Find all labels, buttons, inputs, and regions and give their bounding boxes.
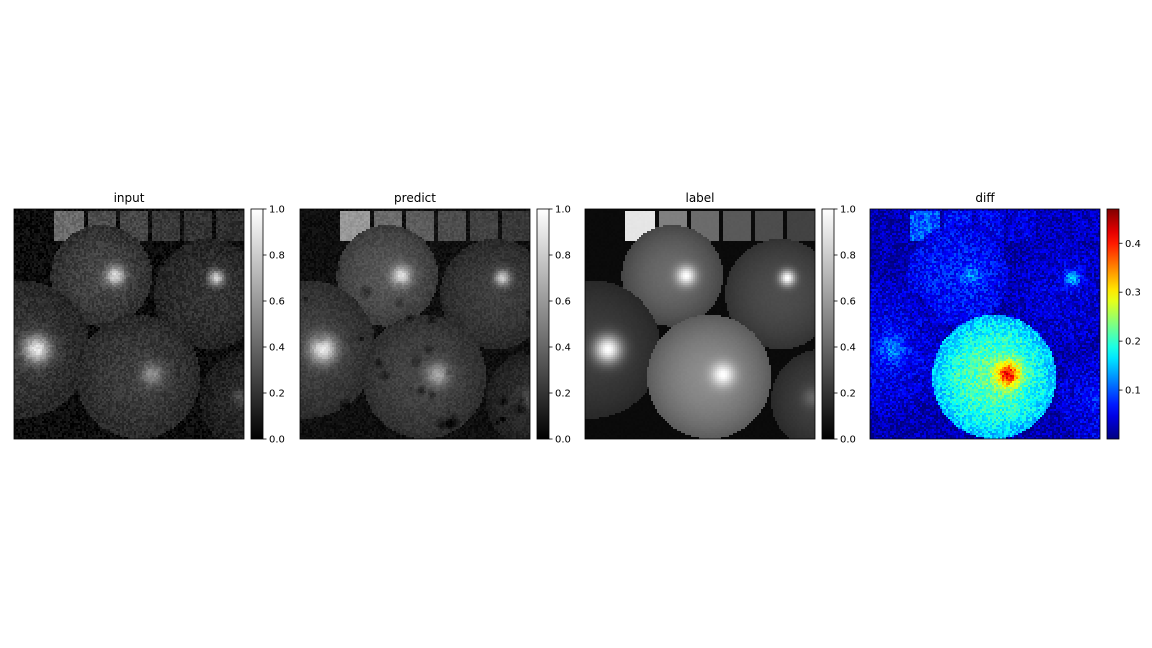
colorbar-tick-label: 0.6 [269, 297, 285, 308]
colorbar-tick-label: 0.4 [1125, 239, 1141, 250]
colorbar [536, 208, 550, 440]
heatmap-image [585, 209, 815, 439]
heatmap-image [870, 209, 1100, 439]
colorbar-tick-label: 0.0 [555, 435, 571, 446]
colorbar-tick-label: 0.6 [555, 297, 571, 308]
image-frame [299, 208, 531, 440]
panel-title: predict [394, 191, 436, 205]
colorbar-tick-label: 0.2 [555, 389, 571, 400]
colorbar-tick-label: 0.2 [1125, 337, 1141, 348]
colorbar [821, 208, 835, 440]
image-frame [584, 208, 816, 440]
panel-title: input [114, 191, 145, 205]
colorbar-tick-label: 0.0 [269, 435, 285, 446]
colorbar-tick-label: 0.0 [840, 435, 856, 446]
colorbar-tick-label: 0.8 [555, 251, 571, 262]
colorbar [250, 208, 264, 440]
colorbar [1106, 208, 1120, 440]
colorbar-tick-label: 0.2 [840, 389, 856, 400]
colorbar-tick-label: 0.1 [1125, 386, 1141, 397]
colorbar-tick-label: 0.8 [840, 251, 856, 262]
colorbar-tick-label: 1.0 [555, 205, 571, 216]
heatmap-image [300, 209, 530, 439]
panel-predict: predict 0.0 0.2 0.4 0.6 0.8 1.0 [299, 191, 571, 446]
image-frame [869, 208, 1101, 440]
colorbar-tick-label: 0.2 [269, 389, 285, 400]
colorbar-tick-label: 0.4 [840, 343, 856, 354]
colorbar-tick-label: 1.0 [269, 205, 285, 216]
panel-label: label 0.0 0.2 0.4 0.6 0.8 1.0 [584, 191, 856, 446]
colorbar-tick-label: 0.4 [269, 343, 285, 354]
panel-input: input 0.0 0.2 0.4 0.6 0.8 1.0 [13, 191, 285, 446]
colorbar-tick-label: 0.8 [269, 251, 285, 262]
panel-title: label [685, 191, 714, 205]
colorbar-tick-label: 0.6 [840, 297, 856, 308]
panel-title: diff [975, 191, 995, 205]
colorbar-tick-label: 1.0 [840, 205, 856, 216]
colorbar-tick-label: 0.3 [1125, 288, 1141, 299]
panel-diff: diff 0.1 0.2 0.3 0.4 [869, 191, 1141, 440]
colorbar-tick-label: 0.4 [555, 343, 571, 354]
image-frame [13, 208, 245, 440]
heatmap-image [14, 209, 244, 439]
